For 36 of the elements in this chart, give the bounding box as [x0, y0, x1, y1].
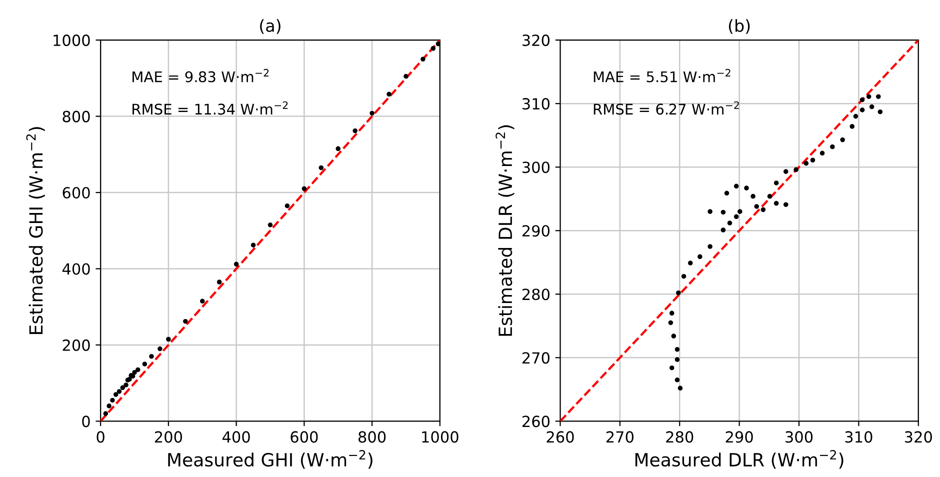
chart-title: (b)	[728, 19, 750, 34]
y-tick-label: 200	[62, 339, 90, 351]
x-tick-label: 600	[290, 431, 318, 443]
y-tick-label: 300	[522, 162, 550, 174]
chart-title: (a)	[260, 19, 280, 34]
y-tick-label: 0	[82, 416, 90, 428]
y-axis-title: Estimated GHI (W·m$^{−2}$)	[26, 127, 45, 334]
x-tick-label: 400	[222, 431, 250, 443]
y-tick-label: 1000	[54, 34, 90, 46]
x-tick-label: 300	[786, 431, 813, 443]
x-axis-title: Measured GHI (W·m$^{−2}$)	[168, 450, 372, 469]
x-tick-label: 280	[666, 431, 694, 443]
y-tick-label: 800	[62, 110, 90, 122]
x-tick-label: 270	[606, 431, 634, 443]
x-tick-label: 260	[546, 431, 574, 443]
x-tick-label: 800	[358, 431, 386, 443]
annotation: RMSE = 6.27 W·m$^{−2}$	[594, 101, 739, 115]
annotation: MAE = 5.51 W·m$^{−2}$	[594, 68, 730, 82]
x-axis-title: Measured DLR (W·m$^{−2}$)	[635, 450, 844, 469]
y-axis-title: Estimated DLR (W·m$^{−2}$)	[496, 125, 514, 336]
y-tick-label: 260	[522, 416, 550, 428]
x-tick-label: 320	[904, 431, 932, 443]
annotation: MAE = 9.83 W·m$^{−2}$	[132, 68, 269, 82]
y-tick-label: 320	[522, 34, 550, 46]
x-tick-label: 310	[845, 431, 872, 443]
y-tick-label: 600	[62, 186, 90, 199]
y-tick-label: 310	[522, 98, 550, 110]
x-tick-label: 200	[154, 431, 182, 443]
x-tick-label: 290	[726, 431, 753, 443]
x-tick-label: 1000	[422, 431, 458, 443]
y-tick-label: 290	[522, 225, 550, 237]
y-tick-label: 400	[62, 263, 90, 275]
y-tick-label: 270	[522, 352, 550, 364]
y-tick-label: 280	[522, 288, 550, 300]
annotation: RMSE = 11.34 W·m$^{−2}$	[132, 101, 288, 115]
x-tick-label: 0	[96, 431, 104, 443]
